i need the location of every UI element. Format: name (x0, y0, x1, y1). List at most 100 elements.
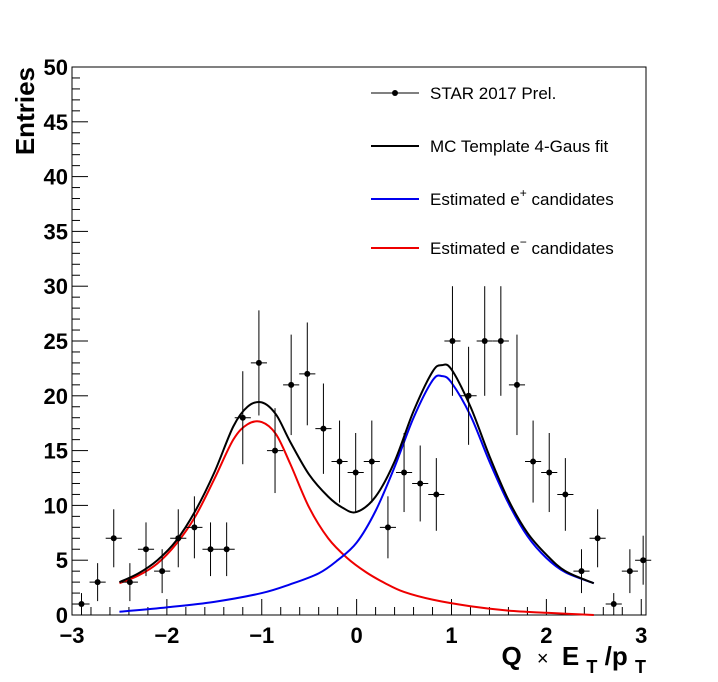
legend-label-fit_negative: Estimated e− candidates (430, 235, 614, 258)
data-marker (578, 568, 585, 575)
x-tick-label: 2 (540, 623, 552, 648)
legend-label-rest: candidates (527, 190, 614, 209)
data-marker (336, 458, 343, 465)
data-point (605, 593, 622, 615)
y-tick-label: 15 (44, 439, 68, 464)
data-marker (304, 370, 311, 377)
legend-label-rest: candidates (527, 239, 614, 258)
data-marker (594, 535, 601, 542)
x-axis-title-times: × (537, 648, 549, 670)
data-marker (384, 524, 391, 531)
data-point (137, 522, 155, 577)
data-point (492, 286, 509, 396)
y-axis-title: Entries (10, 67, 40, 155)
y-tick-label: 5 (56, 548, 68, 573)
x-axis-title-p-sub: T (635, 657, 646, 677)
data-marker (255, 359, 262, 366)
data-marker (288, 381, 295, 388)
legend: STAR 2017 Prel. MC Template 4-Gaus fit Est… (371, 84, 614, 258)
x-tick-label: −2 (154, 623, 179, 648)
data-marker (610, 601, 617, 608)
legend-label-base: Estimated e (430, 239, 520, 258)
x-tick-label: −1 (249, 623, 274, 648)
x-axis-title-q: Q (501, 641, 521, 671)
data-point (589, 509, 606, 568)
y-tick-label: 50 (44, 55, 68, 80)
fit-total-curve (119, 363, 595, 585)
legend-marker (392, 90, 398, 96)
data-point (557, 458, 574, 531)
data-point (202, 522, 219, 577)
data-point (73, 593, 90, 615)
data-marker (401, 469, 408, 476)
data-marker (223, 546, 230, 553)
y-tick-label: 0 (56, 603, 68, 628)
data-point (299, 322, 316, 426)
data-marker (175, 535, 182, 542)
data-marker (513, 381, 520, 388)
x-axis-title-e-sub: T (586, 657, 597, 677)
legend-label-data_series: STAR 2017 Prel. (430, 84, 556, 103)
data-point (412, 445, 429, 522)
x-tick-label: 1 (445, 623, 457, 648)
y-tick-label: 45 (44, 110, 68, 135)
fit-negative-curve (119, 420, 594, 616)
data-point (89, 563, 106, 602)
data-marker (272, 447, 279, 454)
data-marker (94, 579, 101, 586)
data-point (573, 549, 590, 594)
data-marker (239, 414, 246, 421)
data-marker (207, 546, 214, 553)
y-tick-label: 20 (44, 384, 68, 409)
data-marker (497, 338, 504, 344)
legend-label-base: Estimated e (430, 190, 520, 209)
data-point (476, 286, 493, 396)
legend-label-fit_positive: Estimated e+ candidates (430, 186, 614, 209)
data-point (315, 383, 332, 474)
y-tick-label: 35 (44, 219, 68, 244)
data-point (363, 420, 380, 503)
data-marker (110, 535, 117, 542)
data-marker (320, 425, 327, 432)
data-point (621, 549, 638, 594)
data-marker (159, 568, 166, 575)
data-point (508, 334, 526, 436)
data-point (234, 371, 251, 465)
data-marker (481, 338, 488, 344)
legend-label-sup: − (520, 235, 527, 249)
legend-label-sup: + (520, 186, 527, 200)
data-point (218, 522, 235, 577)
data-marker (417, 480, 424, 487)
data-marker (352, 469, 359, 476)
data-marker (368, 458, 375, 465)
data-point (541, 433, 558, 513)
x-axis-title-p: /p (605, 641, 628, 671)
x-axis-title-e: E (562, 641, 579, 671)
x-tick-label: 0 (351, 623, 363, 648)
data-marker (126, 579, 133, 586)
x-tick-label: 3 (635, 623, 647, 648)
y-tick-label: 40 (44, 165, 68, 190)
data-point (428, 458, 445, 531)
data-marker (546, 469, 553, 476)
data-point (266, 408, 284, 494)
data-point (444, 286, 461, 396)
data-point (250, 310, 267, 416)
fit-positive-curve (119, 374, 595, 613)
data-marker (465, 392, 472, 399)
data-point (121, 563, 138, 602)
data-point (396, 433, 413, 513)
data-point (635, 535, 652, 585)
x-axis-title: Q × E T /p T (501, 641, 646, 679)
data-point (460, 346, 477, 445)
data-point (331, 420, 348, 503)
data-point (154, 549, 171, 594)
y-tick-label: 30 (44, 274, 68, 299)
fit-curves (119, 363, 595, 616)
data-marker (449, 338, 456, 344)
data-point (186, 496, 203, 559)
data-point (525, 420, 542, 503)
legend-label-fit_total: MC Template 4-Gaus fit (430, 137, 609, 156)
